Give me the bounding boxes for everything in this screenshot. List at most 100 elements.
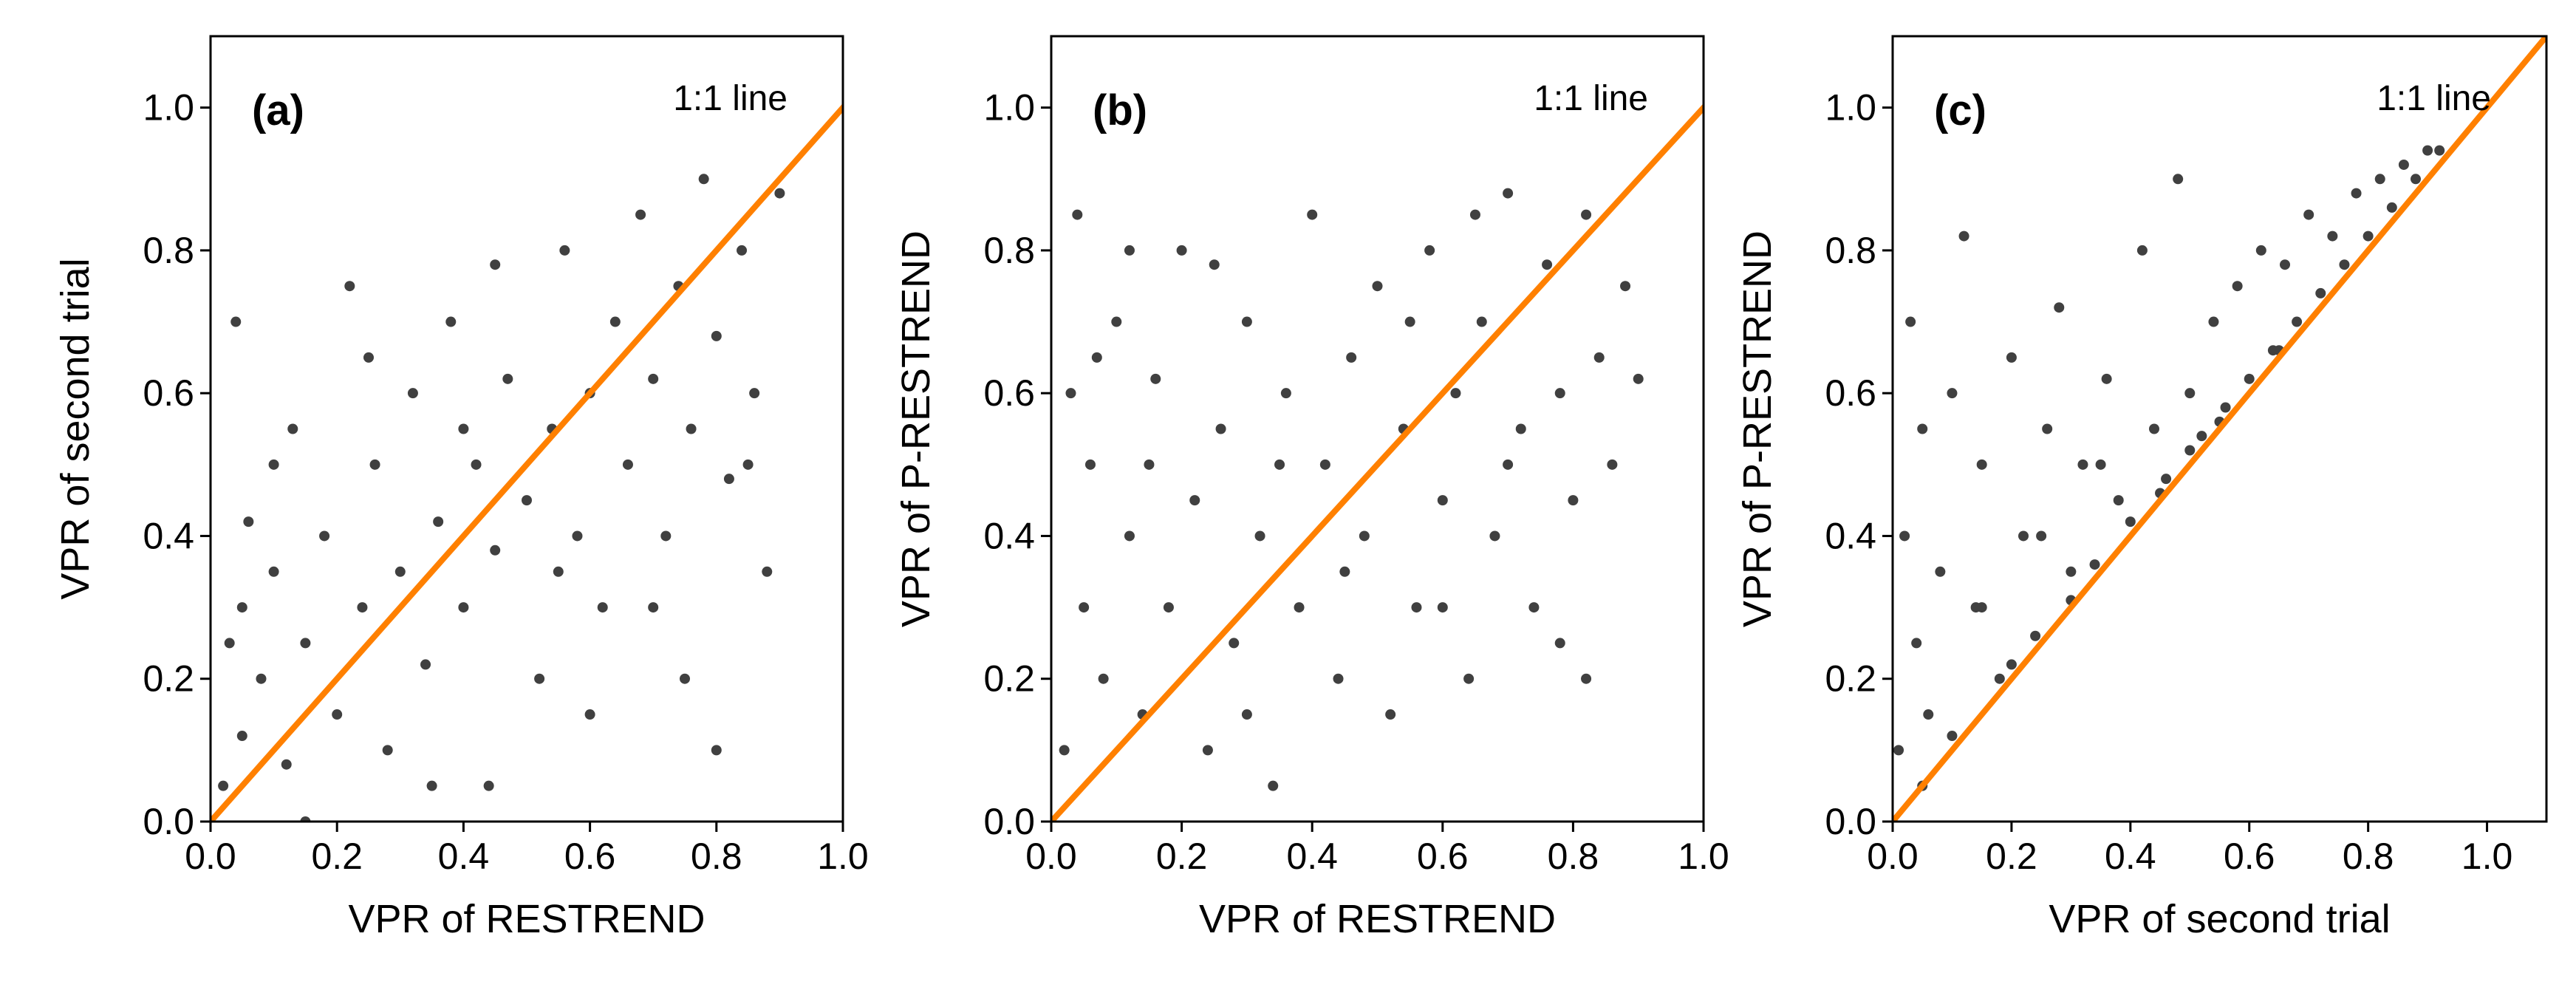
point bbox=[2220, 402, 2231, 413]
point bbox=[1489, 530, 1500, 542]
panel: 0.0 0.2 0.4 0.6 0.8 1.0 0.0 0.2 0.4 0.6 0.8 1.0 VPR … bbox=[1735, 35, 2548, 941]
y-tick-label: 0.2 bbox=[143, 658, 194, 700]
point bbox=[660, 530, 672, 542]
point bbox=[1911, 638, 1922, 649]
point bbox=[1923, 709, 1934, 720]
point bbox=[609, 316, 621, 327]
point bbox=[281, 759, 292, 770]
y-axis-label: VPR of second trial bbox=[53, 258, 98, 599]
x-tick-label: 0.0 bbox=[1867, 836, 1919, 877]
panel-label: (a) bbox=[252, 86, 304, 134]
point bbox=[458, 423, 469, 434]
y-tick-label: 0.8 bbox=[1825, 230, 1876, 271]
point bbox=[1917, 423, 1928, 434]
point bbox=[742, 459, 754, 470]
point bbox=[2173, 174, 2184, 185]
point bbox=[502, 373, 513, 384]
point bbox=[2386, 202, 2397, 213]
point bbox=[471, 459, 482, 470]
point bbox=[559, 245, 570, 256]
point bbox=[2280, 259, 2290, 270]
point bbox=[2434, 145, 2445, 156]
point bbox=[2184, 388, 2196, 399]
point bbox=[268, 459, 279, 470]
point bbox=[711, 745, 722, 756]
point bbox=[1469, 209, 1480, 220]
point bbox=[1209, 259, 1220, 270]
point bbox=[2315, 287, 2326, 298]
point bbox=[2030, 630, 2041, 641]
point bbox=[2374, 174, 2385, 185]
plot-frame bbox=[1050, 35, 1705, 823]
point bbox=[382, 745, 393, 756]
point bbox=[648, 602, 659, 613]
x-tick-label: 0.0 bbox=[1025, 836, 1077, 877]
y-tick-label: 0.0 bbox=[143, 801, 194, 842]
x-tick-label: 1.0 bbox=[2461, 836, 2513, 877]
point bbox=[1607, 459, 1618, 470]
point bbox=[2184, 445, 2196, 456]
annotation: 1:1 line bbox=[1534, 79, 1648, 118]
x-tick-label: 0.4 bbox=[438, 836, 490, 877]
point bbox=[2398, 159, 2409, 170]
point bbox=[2161, 474, 2172, 485]
point bbox=[1905, 316, 1916, 327]
point bbox=[2363, 231, 2374, 242]
x-tick-label: 0.4 bbox=[1286, 836, 1338, 877]
point bbox=[1581, 209, 1592, 220]
panel: 0.0 0.2 0.4 0.6 0.8 1.0 0.0 0.2 0.4 0.6 0.8 1.0 VPR … bbox=[53, 35, 869, 941]
point bbox=[1268, 780, 1279, 791]
point bbox=[1476, 316, 1487, 327]
point bbox=[2411, 174, 2421, 185]
point bbox=[1503, 459, 1514, 470]
y-tick-label: 0.8 bbox=[983, 230, 1035, 271]
point bbox=[774, 188, 785, 199]
point bbox=[1437, 495, 1448, 506]
point bbox=[1098, 673, 1109, 684]
y-tick-label: 0.6 bbox=[143, 372, 194, 414]
point bbox=[1254, 530, 1265, 542]
y-tick-label: 1.0 bbox=[143, 87, 194, 129]
point bbox=[236, 602, 247, 613]
y-tick-label: 1.0 bbox=[983, 87, 1035, 129]
y-tick-label: 0.6 bbox=[983, 372, 1035, 414]
point bbox=[1307, 209, 1318, 220]
panel-label: (c) bbox=[1934, 86, 1986, 134]
point bbox=[2018, 530, 2029, 542]
point bbox=[433, 516, 444, 528]
point bbox=[1241, 709, 1252, 720]
point bbox=[1976, 459, 1987, 470]
point bbox=[357, 602, 368, 613]
point bbox=[363, 352, 374, 363]
point bbox=[1202, 745, 1213, 756]
point bbox=[1554, 388, 1565, 399]
point bbox=[1124, 530, 1135, 542]
x-tick-label: 0.8 bbox=[1548, 836, 1599, 877]
point bbox=[1450, 388, 1461, 399]
point bbox=[648, 373, 659, 384]
point bbox=[2006, 352, 2017, 363]
point bbox=[1163, 602, 1174, 613]
point bbox=[1319, 459, 1330, 470]
point bbox=[1554, 638, 1565, 649]
point bbox=[2339, 259, 2350, 270]
point bbox=[1280, 388, 1291, 399]
y-tick-label: 0.4 bbox=[983, 515, 1035, 556]
points bbox=[1893, 145, 2445, 791]
y-tick-label: 0.6 bbox=[1825, 372, 1876, 414]
point bbox=[1437, 602, 1448, 613]
x-tick-label: 0.2 bbox=[311, 836, 363, 877]
point bbox=[553, 566, 564, 577]
point bbox=[369, 459, 380, 470]
point bbox=[394, 566, 406, 577]
point bbox=[1333, 673, 1344, 684]
point bbox=[1346, 352, 1357, 363]
point bbox=[1189, 495, 1200, 506]
point bbox=[686, 423, 697, 434]
y-tick-label: 0.4 bbox=[1825, 515, 1876, 556]
point bbox=[1404, 316, 1415, 327]
point bbox=[698, 174, 709, 185]
y-tick-label: 0.8 bbox=[143, 230, 194, 271]
point bbox=[230, 316, 242, 327]
